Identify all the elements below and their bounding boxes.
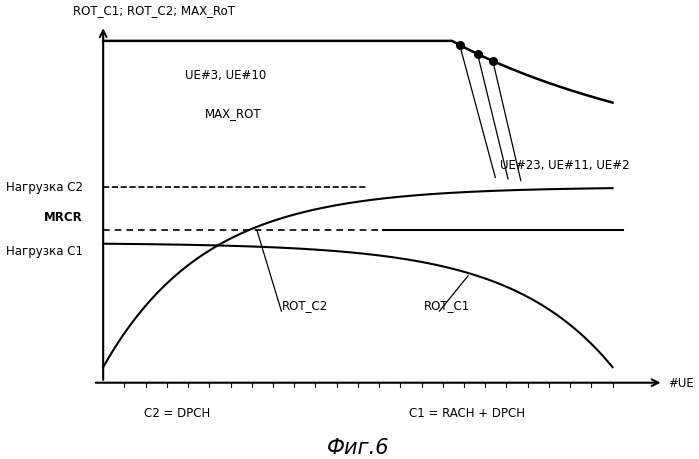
- Text: C1 = RACH + DPCH: C1 = RACH + DPCH: [409, 406, 525, 419]
- Text: MRCR: MRCR: [44, 210, 82, 223]
- Text: Нагрузка C1: Нагрузка C1: [6, 245, 82, 258]
- Text: ROT_C1; ROT_C2; MAX_RoT: ROT_C1; ROT_C2; MAX_RoT: [73, 4, 235, 17]
- Text: Нагрузка C2: Нагрузка C2: [6, 181, 82, 194]
- Text: MAX_ROT: MAX_ROT: [205, 106, 261, 119]
- Text: UE#3, UE#10: UE#3, UE#10: [185, 69, 266, 82]
- Text: #UE: #UE: [668, 376, 694, 389]
- Text: Фиг.6: Фиг.6: [326, 437, 389, 457]
- Text: UE#23, UE#11, UE#2: UE#23, UE#11, UE#2: [500, 159, 630, 172]
- Text: ROT_C2: ROT_C2: [282, 299, 328, 312]
- Text: ROT_C1: ROT_C1: [424, 299, 470, 312]
- Text: C2 = DPCH: C2 = DPCH: [144, 406, 210, 419]
